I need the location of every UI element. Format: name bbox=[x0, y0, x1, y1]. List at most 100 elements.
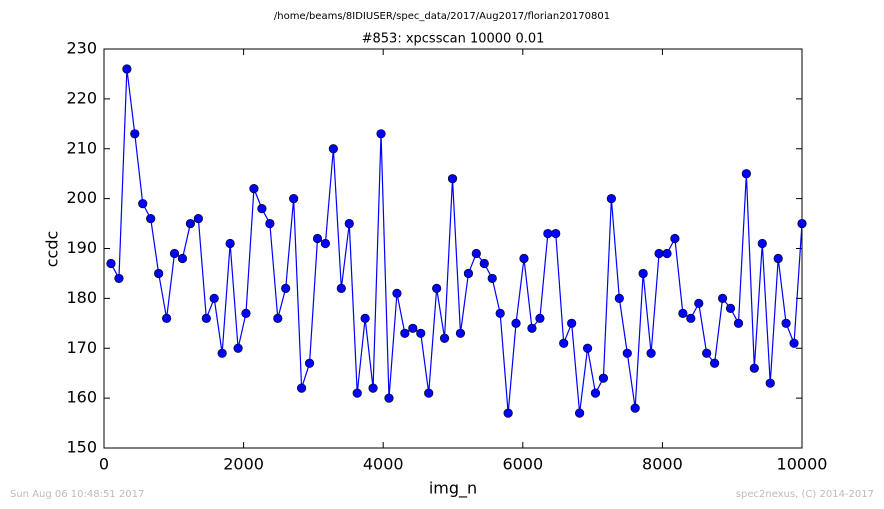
data-line bbox=[110, 68, 803, 414]
data-point bbox=[114, 273, 124, 284]
data-point bbox=[487, 273, 497, 284]
chart-title: #853: xpcsscan 10000 0.01 bbox=[362, 32, 545, 47]
data-point bbox=[662, 248, 672, 259]
data-point bbox=[575, 408, 585, 418]
x-tick-label: 10000 bbox=[777, 455, 828, 474]
data-point bbox=[559, 338, 569, 348]
data-point bbox=[352, 388, 362, 398]
data-point bbox=[281, 283, 291, 294]
data-point bbox=[201, 313, 211, 323]
data-point bbox=[646, 348, 656, 358]
data-point bbox=[781, 318, 791, 328]
data-point bbox=[567, 318, 577, 328]
data-point bbox=[654, 248, 664, 259]
data-point bbox=[757, 238, 767, 249]
data-point bbox=[527, 323, 537, 333]
data-point bbox=[130, 129, 140, 139]
data-point bbox=[773, 253, 783, 264]
x-tick-label: 6000 bbox=[502, 455, 543, 474]
plot-area bbox=[103, 48, 803, 449]
data-point bbox=[360, 313, 370, 323]
data-point bbox=[289, 194, 299, 204]
data-point bbox=[638, 268, 648, 279]
data-point bbox=[551, 228, 561, 239]
footer-left: Sun Aug 06 10:48:51 2017 bbox=[10, 489, 144, 500]
data-point bbox=[392, 288, 402, 298]
data-point bbox=[503, 408, 513, 418]
data-point bbox=[257, 204, 267, 214]
footer-right: spec2nexus, (C) 2014-2017 bbox=[736, 489, 874, 500]
data-point bbox=[408, 323, 418, 333]
data-point bbox=[177, 253, 188, 264]
y-tick-label: 150 bbox=[66, 438, 97, 457]
data-point bbox=[479, 258, 489, 269]
data-point bbox=[304, 358, 315, 368]
data-point bbox=[471, 248, 481, 259]
data-point bbox=[590, 388, 601, 398]
data-point bbox=[233, 343, 243, 353]
data-point bbox=[455, 328, 466, 338]
data-point bbox=[241, 308, 251, 318]
data-point bbox=[789, 338, 799, 348]
y-tick-label: 210 bbox=[66, 138, 97, 157]
data-point bbox=[320, 238, 331, 249]
data-point bbox=[424, 388, 434, 398]
data-point bbox=[169, 248, 180, 259]
data-point bbox=[606, 194, 616, 204]
data-point bbox=[725, 303, 736, 313]
data-point bbox=[122, 64, 132, 74]
data-point bbox=[265, 218, 275, 229]
data-point bbox=[630, 403, 640, 413]
data-point bbox=[511, 318, 521, 328]
data-point bbox=[463, 268, 474, 279]
data-point bbox=[614, 293, 624, 303]
data-point bbox=[249, 184, 259, 194]
data-point bbox=[106, 258, 116, 269]
data-point bbox=[344, 218, 354, 229]
data-point bbox=[376, 129, 386, 139]
data-point bbox=[694, 298, 704, 308]
data-point bbox=[273, 313, 283, 323]
data-point bbox=[702, 348, 712, 358]
data-point bbox=[582, 343, 593, 353]
data-point bbox=[797, 218, 807, 229]
data-point bbox=[400, 328, 410, 338]
data-point bbox=[519, 253, 529, 264]
data-point bbox=[312, 233, 323, 244]
y-tick-label: 200 bbox=[66, 188, 97, 207]
y-tick-label: 230 bbox=[66, 39, 97, 58]
data-point bbox=[138, 199, 148, 209]
y-tick-label: 180 bbox=[66, 288, 97, 307]
suptitle: /home/beams/8IDIUSER/spec_data/2017/Aug2… bbox=[274, 11, 610, 22]
data-point bbox=[733, 318, 744, 328]
data-point bbox=[416, 328, 426, 338]
x-tick-label: 2000 bbox=[223, 455, 264, 474]
y-tick-label: 170 bbox=[66, 338, 97, 357]
x-tick-label: 4000 bbox=[363, 455, 404, 474]
data-point bbox=[209, 293, 219, 303]
data-point bbox=[495, 308, 505, 318]
data-point bbox=[217, 348, 227, 358]
y-axis-label: ccdc bbox=[43, 231, 62, 268]
data-point bbox=[447, 174, 458, 184]
data-point bbox=[336, 283, 346, 294]
data-point bbox=[749, 363, 759, 373]
data-point bbox=[154, 268, 164, 279]
data-point bbox=[535, 313, 545, 323]
y-tick-label: 220 bbox=[66, 88, 97, 107]
data-point bbox=[439, 333, 450, 343]
data-point bbox=[765, 378, 775, 388]
data-point bbox=[670, 233, 680, 244]
data-point bbox=[622, 348, 632, 358]
x-tick-label: 0 bbox=[99, 455, 109, 474]
x-tick-label: 8000 bbox=[642, 455, 683, 474]
data-point bbox=[225, 238, 235, 249]
y-tick-label: 190 bbox=[66, 238, 97, 257]
data-point bbox=[193, 213, 203, 224]
data-point bbox=[741, 169, 751, 179]
y-tick-label: 160 bbox=[66, 388, 97, 407]
data-point bbox=[543, 228, 553, 239]
x-axis-label: img_n bbox=[429, 479, 477, 499]
data-point bbox=[717, 293, 728, 303]
data-point bbox=[297, 383, 307, 393]
